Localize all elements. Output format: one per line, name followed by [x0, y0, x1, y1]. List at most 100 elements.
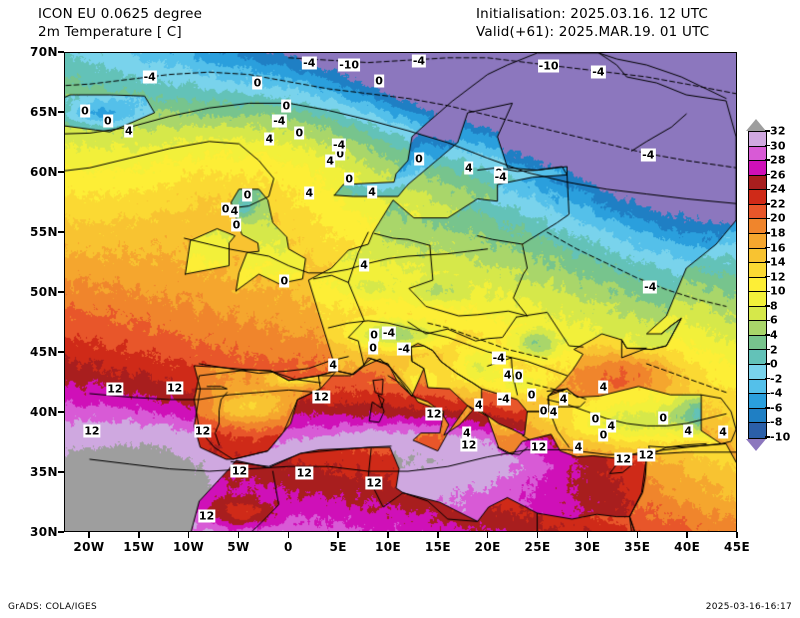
- colorbar-tick: [765, 421, 770, 424]
- contour-label: 0: [279, 274, 290, 288]
- colorbar-swatch: [749, 175, 766, 191]
- y-axis-tick: [58, 291, 64, 293]
- y-axis-label: 45N: [30, 345, 58, 359]
- contour-label: 0: [281, 99, 292, 113]
- contour-label: 4: [548, 405, 559, 419]
- colorbar-tick-label: 16: [770, 241, 786, 255]
- contour-label: 0: [526, 388, 537, 402]
- contour-label: 12: [312, 390, 330, 404]
- contour-label: 12: [425, 407, 443, 421]
- y-axis-tick: [58, 51, 64, 53]
- contour-label: 4: [473, 398, 484, 412]
- contour-label: 0: [80, 104, 90, 118]
- contour-label: 0: [513, 369, 524, 383]
- contour-label: -4: [496, 392, 511, 406]
- y-axis-label: 70N: [30, 45, 58, 59]
- colorbar-tick: [765, 159, 770, 161]
- contour-label: -4: [591, 65, 606, 79]
- colorbar-swatch: [749, 408, 766, 424]
- colorbar-swatch: [749, 248, 766, 264]
- y-axis-label: 55N: [30, 225, 58, 239]
- contour-label: 4: [683, 424, 693, 438]
- colorbar-tick: [765, 290, 770, 293]
- colorbar-swatch: [749, 335, 766, 351]
- colorbar-swatch: [749, 394, 766, 409]
- contour-label: 12: [166, 381, 184, 395]
- colorbar-swatch: [749, 146, 766, 162]
- contour-label: 4: [264, 132, 275, 146]
- contour-label: 0: [658, 411, 669, 425]
- colorbar-tick-label: -6: [770, 401, 783, 415]
- colorbar-tick: [765, 392, 770, 395]
- contour-label: 12: [460, 438, 478, 452]
- colorbar-tick-label: 32: [770, 124, 786, 138]
- x-axis-tick: [686, 532, 688, 538]
- contour-label: 4: [328, 358, 339, 372]
- colorbar-tick: [765, 261, 770, 263]
- colorbar-tick-label: 22: [770, 197, 786, 211]
- contour-label: 4: [123, 124, 134, 138]
- x-axis-label: 25E: [524, 540, 551, 554]
- contour-label: 4: [502, 368, 513, 382]
- contour-label: 4: [359, 258, 369, 272]
- contour-label: 0: [374, 74, 384, 88]
- colorbar-under-arrow: [746, 439, 766, 451]
- colorbar-tick: [765, 217, 770, 220]
- contour-label: 4: [598, 380, 609, 394]
- contour-label: -4: [272, 114, 287, 128]
- colorbar-swatch: [749, 161, 766, 176]
- colorbar-swatch: [749, 423, 766, 438]
- colorbar-swatch: [749, 379, 766, 395]
- x-axis-label: 15E: [424, 540, 451, 554]
- x-axis-tick: [586, 532, 589, 538]
- y-axis-tick: [58, 531, 64, 533]
- x-axis-tick: [486, 532, 489, 538]
- x-axis-label: 5E: [329, 540, 347, 554]
- contour-label: -10: [537, 59, 560, 73]
- colorbar-tick-label: 10: [770, 284, 786, 298]
- colorbar-swatch: [749, 292, 766, 307]
- colorbar-tick-label: -4: [770, 386, 783, 400]
- colorbar-swatch: [749, 306, 766, 322]
- contour-label: 0: [220, 202, 231, 216]
- contour-label: -4: [302, 56, 317, 70]
- colorbar-swatch: [749, 350, 766, 365]
- contour-label: 0: [598, 428, 609, 442]
- field-title: 2m Temperature [ C]: [38, 24, 182, 40]
- render-timestamp: 2025-03-16-16:17: [705, 602, 792, 612]
- contour-label: 4: [606, 419, 617, 433]
- contour-label: 4: [367, 185, 377, 199]
- colorbar-tick-label: 24: [770, 182, 786, 196]
- initialisation-label: Initialisation: 2025.03.16. 12 UTC: [476, 6, 709, 22]
- y-axis-label: 30N: [30, 525, 58, 539]
- colorbar-tick: [765, 232, 770, 234]
- colorbar-tick: [765, 203, 770, 205]
- x-axis-label: 20W: [73, 540, 105, 554]
- contour-label: -4: [396, 342, 412, 356]
- colorbar-tick-label: -2: [770, 372, 783, 386]
- contour-label: 12: [614, 452, 632, 466]
- x-axis-tick: [437, 532, 439, 538]
- x-axis-tick: [536, 532, 539, 538]
- x-axis-tick: [387, 532, 389, 538]
- contour-label: 4: [463, 161, 474, 175]
- contour-label: 0: [242, 188, 253, 202]
- colorbar-tick-label: -8: [770, 415, 783, 429]
- contour-label: 0: [538, 404, 549, 418]
- colorbar-tick: [765, 305, 770, 307]
- colorbar-tick: [765, 188, 770, 191]
- y-axis-label: 40N: [30, 405, 58, 419]
- contour-label: -4: [641, 148, 656, 162]
- colorbar-swatch: [749, 277, 766, 293]
- x-axis-label: 10E: [374, 540, 402, 554]
- temperature-colorbar: [748, 131, 767, 439]
- colorbar-tick: [765, 144, 770, 147]
- x-axis-tick: [287, 532, 290, 538]
- contour-label: 0: [252, 76, 263, 90]
- x-axis-label: 10W: [173, 540, 205, 554]
- y-axis-tick: [58, 111, 64, 113]
- x-axis-label: 0: [283, 540, 293, 554]
- colorbar-swatch: [749, 263, 766, 278]
- contour-label: 0: [103, 114, 113, 128]
- colorbar-swatch: [749, 365, 766, 380]
